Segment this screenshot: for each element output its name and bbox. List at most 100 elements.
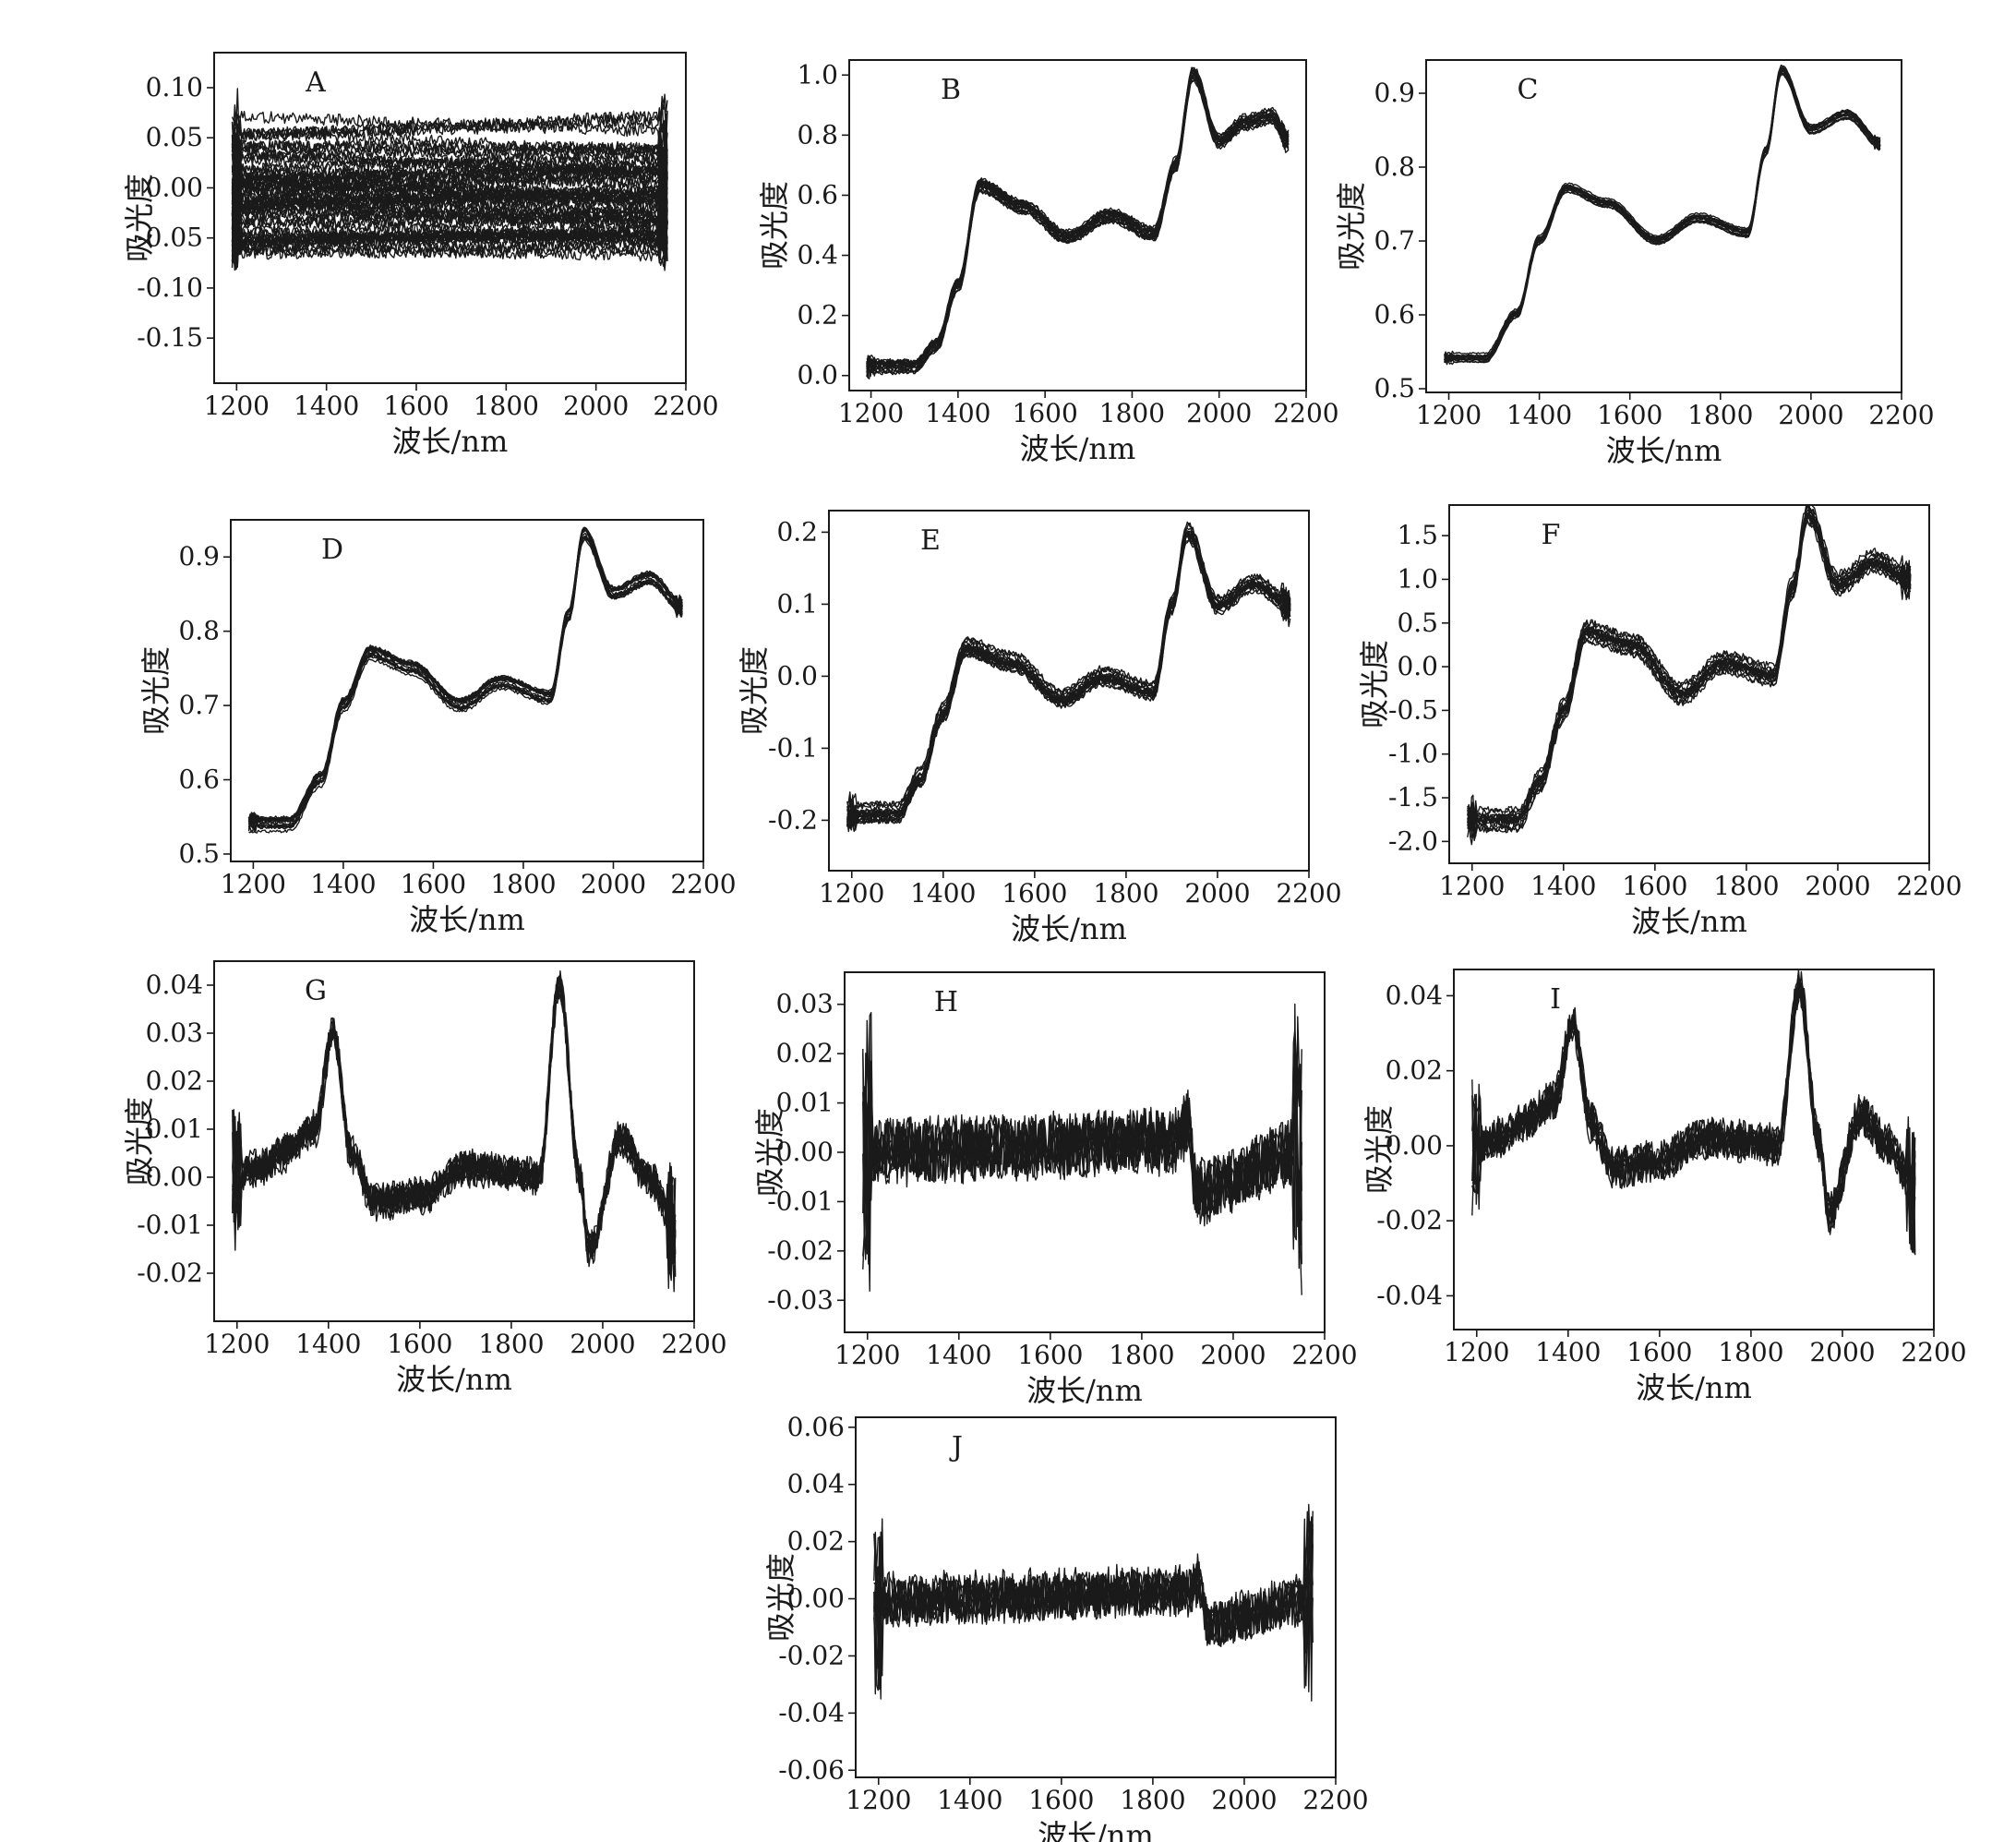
panel-i: 1200 1400 1600 1800 2000 2200 0.04 0.02 0.00 -0.0…	[1362, 969, 1967, 1405]
x-tick-label: 1200	[221, 869, 286, 899]
x-tick-label: 1400	[926, 1340, 991, 1370]
y-axis-label: 吸光度	[763, 1553, 798, 1642]
y-tick-label: -0.15	[137, 322, 203, 353]
spectrum-line	[846, 537, 1291, 832]
y-tick-label: 0.02	[1386, 1055, 1443, 1086]
x-tick-label: 1400	[1535, 1337, 1601, 1367]
x-tick-label: 1800	[1718, 1337, 1783, 1367]
x-tick-label: 1200	[204, 391, 270, 421]
panel-letter: B	[941, 74, 961, 106]
plot-frame	[213, 960, 695, 1322]
y-tick-label: 1.5	[1397, 520, 1438, 550]
x-tick-label: 2000	[581, 869, 646, 899]
spectrum-line	[846, 539, 1291, 831]
y-tick-label: 0.04	[146, 969, 203, 1000]
y-tick-label: 0.1	[776, 588, 818, 619]
spectrum-line	[231, 123, 668, 185]
y-axis-label: 吸光度	[1362, 1105, 1397, 1194]
panel-letter: F	[1542, 519, 1561, 551]
x-tick-label: 2000	[1184, 878, 1250, 909]
panel-letter: G	[305, 975, 327, 1007]
spectrum-line	[1471, 970, 1916, 1233]
x-tick-label: 1400	[925, 398, 990, 428]
x-tick-label: 2200	[661, 1329, 726, 1359]
panel-d: 1200 1400 1600 1800 2000 2200 0.9 0.8 0.7 0.6 0.5 波…	[138, 519, 737, 937]
spectrum-line	[873, 1518, 1314, 1700]
y-tick-label: 1.0	[797, 59, 838, 90]
spectrum-line	[862, 1067, 1302, 1292]
x-tick-label: 1400	[294, 391, 359, 421]
x-axis-label: 波长/nm	[1026, 1373, 1143, 1408]
panel-j: 1200 1400 1600 1800 2000 2200 0.06 0.04 0.02 0.00…	[763, 1412, 1369, 1842]
x-tick-label: 2000	[1809, 1337, 1875, 1367]
y-tick-label: 0.00	[787, 1583, 845, 1614]
x-tick-label: 1400	[1506, 400, 1572, 430]
y-axis-label: 吸光度	[122, 174, 157, 262]
spectrum-line	[866, 70, 1290, 371]
y-axis-label: 吸光度	[757, 181, 792, 270]
panel-letter: H	[934, 986, 958, 1018]
spectrum-line	[231, 146, 668, 193]
panel-letter: I	[1550, 983, 1561, 1016]
x-tick-label: 1600	[1597, 400, 1662, 430]
spectrum-line	[247, 536, 683, 832]
panel-c: 1200 1400 1600 1800 2000 2200 0.9 0.8 0.7 0.6 0.5 波…	[1334, 59, 1935, 468]
y-tick-label: 0.2	[797, 300, 838, 331]
spectrum-line	[1444, 69, 1881, 362]
y-tick-label: 0.00	[1386, 1130, 1443, 1161]
spectrum-line	[232, 970, 677, 1275]
x-tick-label: 1400	[295, 1329, 361, 1359]
spectrum-line	[231, 115, 668, 158]
x-tick-label: 1400	[910, 878, 976, 909]
x-tick-label: 1200	[846, 1785, 911, 1815]
y-tick-label: -0.02	[767, 1235, 834, 1266]
y-tick-label: -0.01	[767, 1186, 834, 1216]
x-tick-label: 1400	[310, 869, 376, 899]
x-tick-label: 1800	[478, 1329, 544, 1359]
y-tick-label: 0.9	[178, 541, 220, 572]
y-tick-label: -0.10	[137, 272, 203, 303]
x-tick-label: 1200	[1444, 1337, 1509, 1367]
x-tick-label: 1800	[1687, 400, 1753, 430]
y-tick-label: 0.8	[797, 119, 838, 150]
panel-letter: A	[305, 66, 326, 99]
y-tick-label: -1.5	[1388, 782, 1438, 813]
x-tick-label: 2000	[1200, 1340, 1266, 1370]
y-tick-label: -0.02	[137, 1258, 203, 1288]
spectrum-line	[231, 88, 668, 159]
plot-frame	[828, 510, 1310, 872]
spectrum-line	[231, 181, 668, 239]
y-tick-label: 0.0	[1397, 651, 1438, 681]
y-tick-label: 0.05	[146, 122, 203, 152]
x-tick-label: 2000	[1805, 871, 1870, 901]
spectrum-line	[247, 532, 683, 828]
plot-frame	[1448, 504, 1930, 864]
x-tick-label: 1600	[1622, 871, 1687, 901]
y-tick-label: 0.5	[178, 838, 220, 869]
y-tick-label: -0.03	[767, 1284, 834, 1315]
y-tick-label: 0.6	[797, 179, 838, 210]
plot-frame	[230, 519, 704, 862]
y-tick-label: 0.00	[146, 1162, 203, 1192]
x-tick-label: 1800	[1109, 1340, 1174, 1370]
spectrum-line	[232, 988, 677, 1280]
y-tick-label: 0.00	[146, 172, 203, 202]
panel-letter: D	[321, 534, 343, 566]
spectrum-line	[231, 166, 668, 238]
x-tick-label: 1600	[383, 391, 449, 421]
y-tick-label: 0.10	[146, 72, 203, 102]
y-tick-label: 0.03	[776, 989, 834, 1019]
panel-h: 1200 1400 1600 1800 2000 2200 0.03 0.02 0.01 0.00…	[752, 971, 1358, 1408]
x-tick-label: 2000	[1778, 400, 1843, 430]
y-tick-label: 0.02	[787, 1526, 845, 1557]
spectrum-line	[247, 528, 683, 825]
x-axis-label: 波长/nm	[1636, 1370, 1752, 1405]
y-tick-label: -0.02	[778, 1640, 845, 1670]
plot-frame	[213, 52, 687, 384]
spectrum-line	[846, 523, 1291, 813]
y-axis-label: 吸光度	[138, 646, 174, 735]
x-tick-label: 1200	[1439, 871, 1505, 901]
y-tick-label: 0.04	[1386, 980, 1443, 1010]
y-tick-label: 0.00	[776, 1137, 834, 1167]
